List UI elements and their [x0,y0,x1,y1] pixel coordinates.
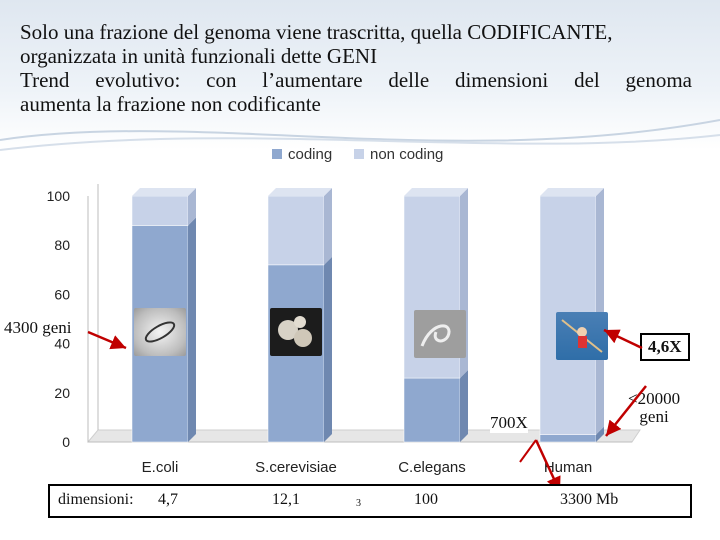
bar-side [460,370,468,442]
bar-side [596,188,604,435]
ecoli-size: 4,7 [158,491,178,508]
human-genes-line-2: geni [639,407,669,426]
title-line-4: aumenta la frazione non codificante [20,92,321,116]
slide-title: Solo una frazione del genoma viene trasc… [20,20,692,116]
worm-photo-icon [414,310,466,358]
page-mark: 3 [356,498,361,509]
y-tick-label: 40 [54,336,70,352]
decorative-swoosh [0,119,720,151]
bar-side [188,217,196,442]
bar-side [188,188,196,226]
title-band: Solo una frazione del genoma viene trasc… [0,0,720,151]
ecoli-genes-label: 4300 geni [4,318,72,338]
legend-label: non coding [370,146,443,163]
title-line-3: Trend evolutivo: con l’aumentare delle d… [20,68,692,92]
elegans-size: 100 [414,491,438,508]
title-line-2: organizzata in unità funzionali dette GE… [20,44,378,68]
x-category-label: Human [544,459,592,476]
y-tick-label: 80 [54,237,70,253]
y-tick-label: 100 [47,188,71,204]
title-line-1: Solo una frazione del genoma viene trasc… [20,20,613,44]
stacked-bar-chart: 0 20 40 60 80 100 coding non coding E.coli S.cere… [47,146,641,476]
bar-segment [403,377,461,443]
bar-segment [131,195,189,226]
legend-swatch [272,149,282,159]
bacterium-photo-icon [134,308,186,356]
bar-top [132,188,196,196]
bar-segment [539,434,597,443]
bar-side [596,426,604,442]
bar-top [268,188,332,196]
dimensions-label: dimensioni: [58,491,134,508]
human-genes-label: <20000 geni [628,389,681,426]
legend-label: coding [288,146,332,163]
yeast-photo-icon [270,308,322,356]
y-tick-label: 60 [54,286,70,302]
bar-side [324,256,332,442]
x-category-label: C.elegans [398,459,466,476]
genome-size-row: dimensioni: 4,7 12,1 3 100 3300 Mb [48,484,692,518]
y-tick-label: 20 [54,385,70,401]
kayaker-photo-icon [556,312,608,360]
yeast-size: 12,1 [272,491,300,508]
x-category-label: E.coli [142,459,179,476]
y-tick-label: 0 [62,434,70,450]
size-ratio-label: 4,6X [640,333,690,361]
human-size: 3300 Mb [560,491,619,508]
ratio-700x-label: 700X [490,413,528,433]
human-genes-line-1: <20000 [628,389,681,408]
bar-side [324,188,332,265]
bar-segment [267,195,325,266]
legend-swatch [354,149,364,159]
bar-top [540,188,604,196]
bar-top [404,188,468,196]
x-category-label: S.cerevisiae [255,459,337,476]
